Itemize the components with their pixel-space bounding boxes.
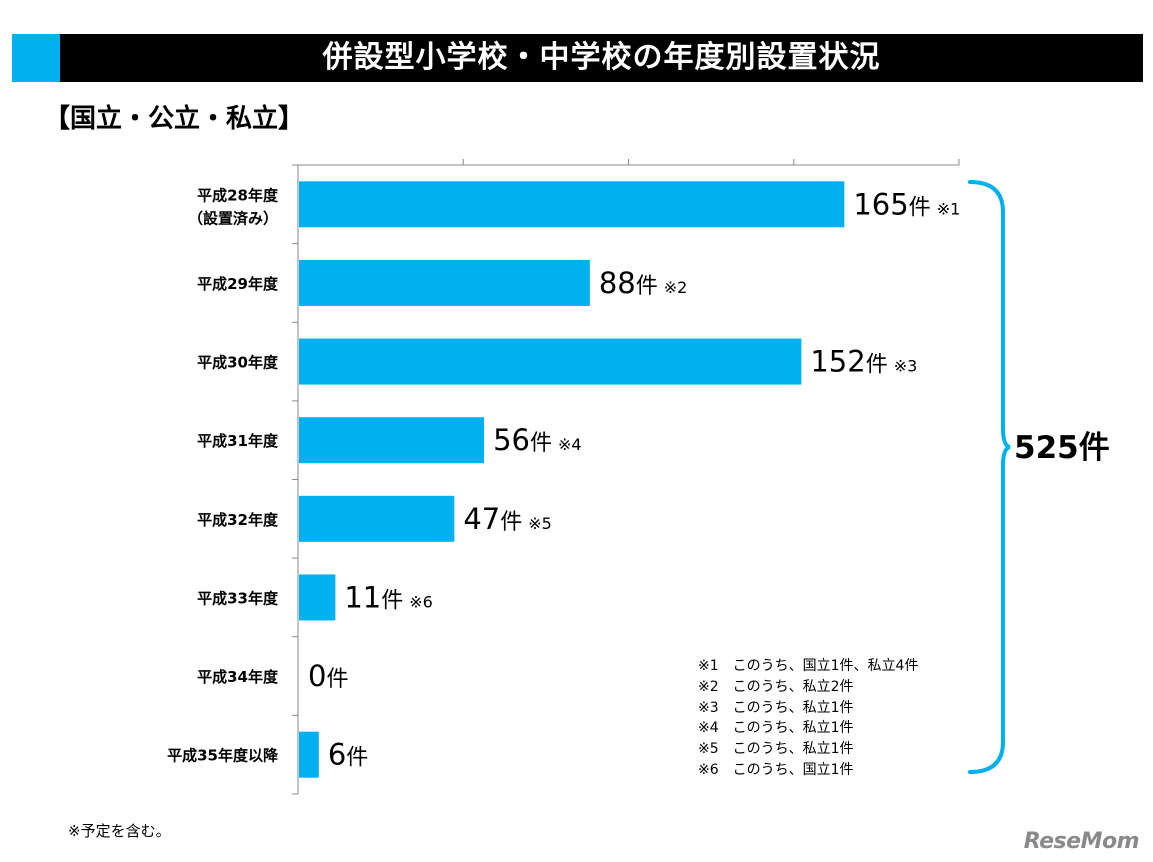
total-brace (968, 180, 1011, 774)
value-label: 0件 (308, 659, 348, 693)
category-label: 平成33年度 (197, 589, 279, 607)
note-line: ※2 このうち、私立2件 (698, 678, 854, 695)
category-sublabel: （設置済み） (188, 209, 278, 227)
bar (299, 338, 802, 385)
value-label: 47件 ※5 (463, 502, 552, 536)
brand-logo-text: ReseMom (1023, 829, 1140, 854)
note-line: ※6 このうち、国立1件 (698, 761, 854, 778)
bar (299, 181, 845, 228)
notes-list: ※1 このうち、国立1件、私立4件 ※2 このうち、私立2件 ※3 このうち、私… (698, 656, 918, 781)
category-label: 平成32年度 (197, 511, 279, 529)
total-label: 525件 (1014, 430, 1110, 466)
value-label: 6件 (328, 738, 368, 772)
footnote: ※予定を含む。 (68, 822, 171, 840)
bar (299, 731, 319, 778)
value-label: 88件 ※2 (599, 266, 688, 300)
note-line: ※1 このうち、国立1件、私立4件 (698, 658, 919, 674)
note-line: ※5 このうち、私立1件 (698, 741, 854, 758)
chart-subtitle: 【国立・公立・私立】 (44, 104, 305, 134)
category-label: 平成28年度 (197, 186, 279, 204)
value-label: 165件 ※1 (853, 187, 960, 221)
title-accent-block (12, 34, 60, 82)
value-label: 152件 ※3 (810, 345, 917, 379)
note-line: ※3 このうち、私立1件 (698, 699, 854, 716)
bar (299, 574, 336, 621)
bar (299, 495, 455, 542)
note-line: ※4 このうち、私立1件 (698, 720, 854, 737)
chart-title: 併設型小学校・中学校の年度別設置状況 (322, 40, 881, 75)
value-label: 56件 ※4 (493, 423, 582, 457)
category-label: 平成29年度 (197, 275, 279, 293)
bar (299, 417, 485, 464)
value-label: 11件 ※6 (344, 580, 433, 614)
category-label: 平成31年度 (197, 432, 279, 450)
category-label: 平成30年度 (197, 354, 279, 372)
title-bar: 併設型小学校・中学校の年度別設置状況 (12, 34, 1143, 82)
category-label: 平成34年度 (197, 668, 279, 686)
bar (299, 259, 590, 306)
category-label: 平成35年度以降 (167, 747, 279, 765)
